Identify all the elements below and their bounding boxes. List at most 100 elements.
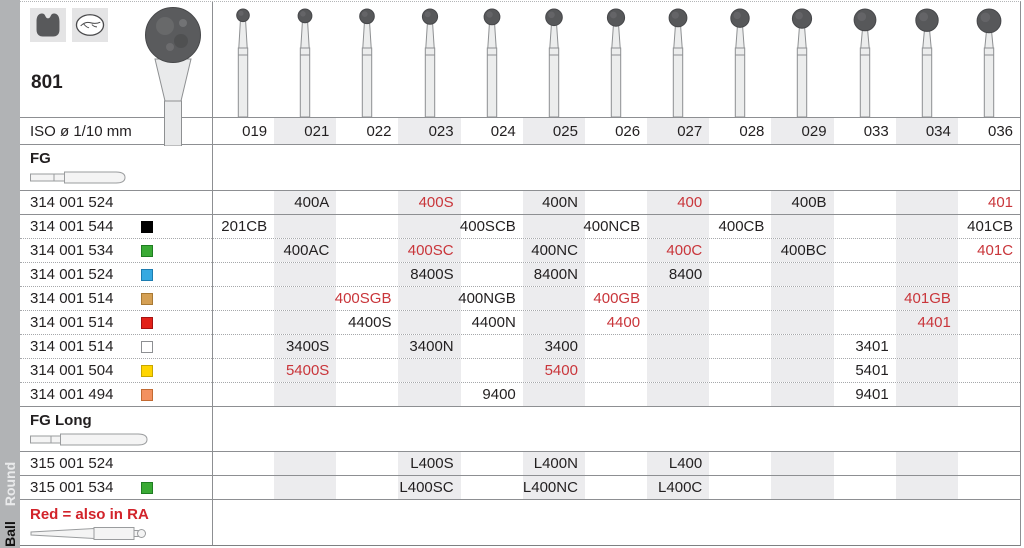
crown-icon (30, 8, 66, 42)
bur-image (976, 8, 1002, 117)
table-row: 314 001 514 400SGB 400NGB 400GB 401GB (20, 287, 1020, 311)
product-cell (461, 263, 523, 286)
table-row: 314 001 514 3400S 3400N 3400 3401 (20, 335, 1020, 359)
row-label: 314 001 524 (20, 191, 212, 214)
product-cell (585, 239, 647, 262)
product-cell (895, 452, 958, 475)
row-cells: 3400S 3400N 3400 3401 (212, 335, 1020, 358)
product-cell: 400NC (522, 239, 585, 262)
fg-long-header-cell: FG Long (20, 407, 212, 451)
product-cell (585, 359, 647, 382)
product-code: L400SC (399, 479, 454, 496)
product-cell (461, 359, 523, 382)
product-cell: 400 (647, 191, 710, 214)
product-code: L400N (533, 455, 578, 472)
product-cell (834, 311, 896, 334)
product-cell (647, 311, 710, 334)
product-cell (398, 383, 461, 406)
row-label: 314 001 544 (20, 215, 212, 238)
product-code: 3400 (544, 338, 578, 355)
product-cell (522, 287, 585, 310)
product-cell: 400B (771, 191, 834, 214)
row-cells: L400SC L400NC L400C (212, 476, 1020, 499)
product-code: 400A (294, 194, 330, 211)
iso-value-019: 019 (242, 122, 268, 140)
product-cell (958, 335, 1020, 358)
product-cell (212, 452, 274, 475)
product-cell (212, 191, 274, 214)
bur-illustration-row: 801 (20, 2, 1020, 118)
product-code: 401CB (967, 218, 1014, 235)
product-cell (895, 476, 958, 499)
product-cell (461, 452, 523, 475)
product-cell (709, 191, 771, 214)
product-cell: L400N (522, 452, 585, 475)
table-row: 314 001 534 400AC 400SC 400NC 400C 400BC 401C (20, 239, 1020, 263)
label-column-divider (212, 2, 213, 545)
iso-value-027: 027 (647, 118, 710, 144)
product-cell: 400S (398, 191, 461, 214)
table-header-left: 801 (20, 2, 212, 117)
product-cell (585, 335, 647, 358)
product-cell (274, 215, 337, 238)
section-label-fg: FG (30, 150, 51, 167)
bur-cell-028 (709, 2, 771, 117)
product-cell (709, 452, 771, 475)
product-cell (274, 452, 337, 475)
section-label-fg-long: FG Long (30, 412, 92, 429)
footnote-cell: Red = also in RA (20, 500, 212, 545)
product-cell (212, 359, 274, 382)
product-code: 400NC (531, 242, 578, 259)
product-cell: 5400 (522, 359, 585, 382)
row-label: 314 001 494 (20, 383, 212, 406)
fg-header-empty (212, 145, 1020, 190)
product-cell (585, 191, 647, 214)
product-cell (709, 383, 771, 406)
product-code: 400B (791, 194, 827, 211)
product-code: 9400 (482, 386, 516, 403)
product-cell (522, 311, 585, 334)
side-tab-group-label: Round (2, 461, 18, 507)
product-code: L400 (668, 455, 703, 472)
footnote-section: Red = also in RA (20, 500, 1020, 545)
product-code: 400C (666, 242, 703, 259)
product-cell: 3401 (834, 335, 896, 358)
row-cells: 400SGB 400NGB 400GB 401GB (212, 287, 1020, 310)
product-cell (336, 239, 398, 262)
product-code: 5400 (544, 362, 578, 379)
product-cell (336, 452, 398, 475)
product-cell (895, 191, 958, 214)
product-cell (585, 476, 647, 499)
product-cell (895, 383, 958, 406)
row-cells: 4400S 4400N 4400 4401 (212, 311, 1020, 334)
order-code: 314 001 514 (30, 314, 114, 331)
product-cell (647, 287, 710, 310)
crown-icon-glyph (36, 13, 60, 37)
product-code: 400AC (283, 242, 330, 259)
product-code: 3401 (855, 338, 889, 355)
product-code: 8400 (668, 266, 703, 283)
product-cell (336, 215, 398, 238)
order-code: 315 001 534 (30, 479, 114, 496)
iso-value-034: 034 (895, 118, 958, 144)
product-cell: 401 (958, 191, 1020, 214)
order-code: 314 001 524 (30, 266, 114, 283)
grit-color-square-green (141, 244, 154, 257)
section-head-fg-long: FG Long (20, 407, 1020, 452)
product-cell (958, 383, 1020, 406)
product-cell (958, 263, 1020, 286)
order-code: 314 001 514 (30, 338, 114, 355)
grit-color-square-green (141, 481, 154, 494)
iso-value-028: 028 (739, 122, 765, 140)
product-cell (461, 239, 523, 262)
bur-image (545, 8, 563, 117)
product-cell: 4400N (461, 311, 523, 334)
bur-image (297, 8, 313, 117)
grit-color-square-white (141, 340, 154, 353)
order-code: 314 001 524 (30, 194, 114, 211)
product-cell: 4400 (585, 311, 647, 334)
bur-image (483, 8, 501, 117)
product-cell (771, 263, 834, 286)
ra-shank-icon (30, 527, 146, 540)
table-row: 315 001 524 L400S L400N L400 (20, 452, 1020, 476)
